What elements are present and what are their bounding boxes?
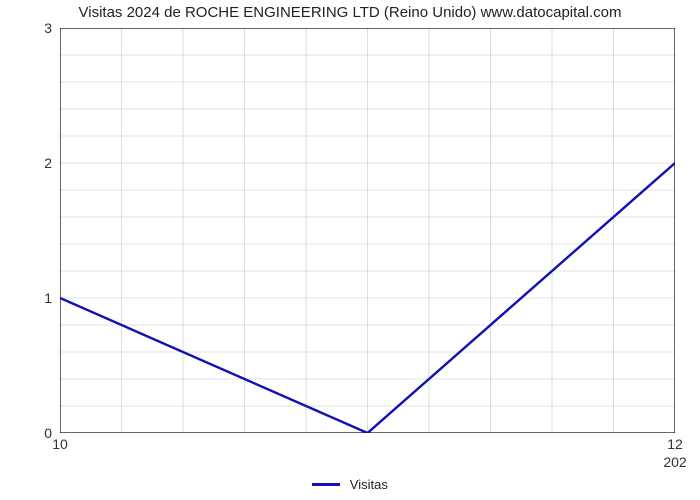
legend-label: Visitas bbox=[350, 477, 388, 492]
y-tick-label: 2 bbox=[12, 155, 52, 171]
x-tick-label: 12 bbox=[667, 436, 683, 452]
y-tick-label: 3 bbox=[12, 20, 52, 36]
plot-svg bbox=[60, 28, 675, 433]
chart-container: Visitas 2024 de ROCHE ENGINEERING LTD (R… bbox=[0, 0, 700, 500]
plot-area bbox=[60, 28, 675, 433]
x-tick-label: 10 bbox=[52, 436, 68, 452]
legend-swatch bbox=[312, 483, 340, 486]
chart-title: Visitas 2024 de ROCHE ENGINEERING LTD (R… bbox=[0, 4, 700, 21]
legend: Visitas bbox=[0, 476, 700, 492]
x-sub-label: 202 bbox=[663, 454, 686, 470]
y-tick-label: 1 bbox=[12, 290, 52, 306]
y-tick-label: 0 bbox=[12, 425, 52, 441]
